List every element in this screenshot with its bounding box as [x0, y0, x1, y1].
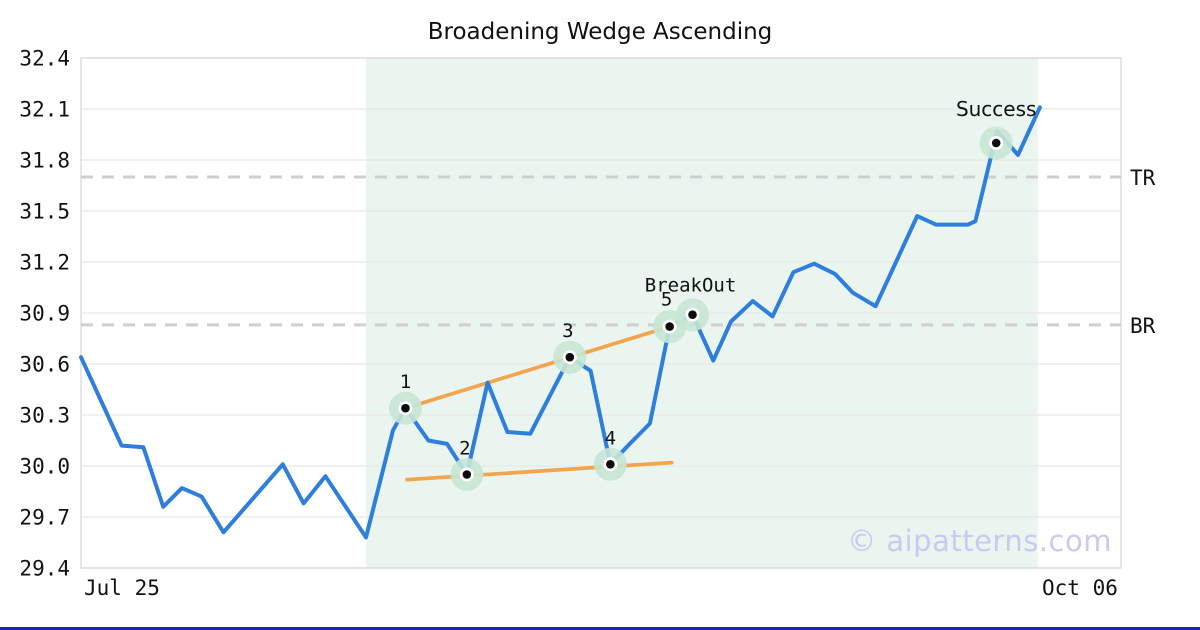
bottom-accent-bar	[0, 627, 1200, 630]
x-tick-label-end: Oct 06	[1042, 576, 1118, 600]
point-label-success: Success	[956, 97, 1037, 121]
x-tick-label-start: Jul 25	[84, 576, 160, 600]
marker-dot-5	[665, 322, 674, 331]
trendline-upper	[403, 324, 672, 411]
y-tick-label: 31.8	[19, 149, 70, 173]
marker-dot-3	[565, 352, 575, 362]
plot-border	[80, 57, 1122, 569]
y-tick-label: 29.7	[19, 506, 70, 530]
marker-dot-breakout	[688, 310, 697, 320]
marker-dot-success	[991, 138, 1001, 148]
point-label-4: 4	[605, 427, 616, 449]
point-label-2: 2	[459, 438, 470, 460]
watermark: © aipatterns.com	[847, 524, 1112, 558]
y-tick-label: 29.4	[19, 557, 70, 581]
level-label-br: BR	[1130, 314, 1156, 338]
marker-dot-2	[462, 470, 472, 479]
y-tick-label: 32.4	[19, 47, 70, 71]
y-tick-label: 30.6	[19, 353, 70, 377]
point-label-5: 5	[661, 289, 672, 311]
point-label-breakout: BreakOut	[645, 275, 737, 297]
marker-dot-4	[606, 460, 615, 469]
chart-title: Broadening Wedge Ascending	[427, 19, 773, 45]
y-tick-label: 30.3	[19, 404, 70, 428]
y-tick-label: 30.0	[19, 455, 70, 479]
point-label-1: 1	[400, 371, 411, 393]
point-label-3: 3	[562, 320, 573, 342]
y-tick-label: 31.5	[19, 200, 70, 224]
marker-dot-1	[401, 403, 410, 413]
y-tick-label: 31.2	[19, 251, 70, 275]
y-tick-label: 32.1	[19, 98, 70, 122]
price-line	[79, 105, 1042, 540]
y-tick-label: 30.9	[19, 302, 70, 326]
level-label-tr: TR	[1130, 166, 1156, 190]
